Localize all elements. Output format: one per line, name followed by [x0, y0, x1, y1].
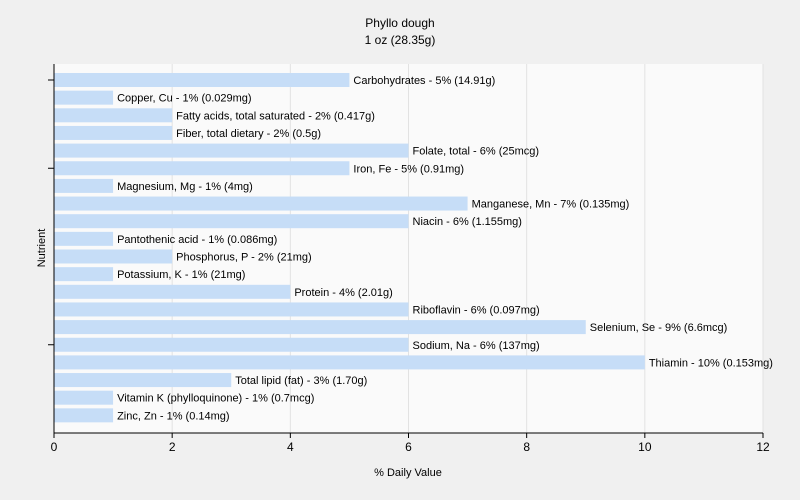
bar-label: Vitamin K (phylloquinone) - 1% (0.7mcg) [117, 393, 314, 405]
x-tick-label: 10 [638, 440, 652, 454]
bar-label: Folate, total - 6% (25mcg) [413, 146, 540, 158]
bar [54, 302, 409, 317]
x-tick-label: 0 [51, 440, 58, 454]
x-tick-labels: 0 2 4 6 8 10 12 [51, 440, 770, 454]
bar [54, 249, 173, 264]
bar-label: Phosphorus, P - 2% (21mg) [176, 252, 312, 264]
bar-label: Manganese, Mn - 7% (0.135mg) [472, 199, 630, 211]
bar-label: Fiber, total dietary - 2% (0.5g) [176, 128, 321, 140]
x-tick-label: 4 [287, 440, 294, 454]
bar-labels: Carbohydrates - 5% (14.91g) Copper, Cu - … [117, 75, 773, 422]
bar [54, 408, 114, 423]
bar-label: Iron, Fe - 5% (0.91mg) [353, 163, 464, 175]
bar [54, 231, 114, 246]
bar [54, 196, 468, 211]
bar-label: Fatty acids, total saturated - 2% (0.417… [176, 110, 375, 122]
x-tick-label: 2 [169, 440, 176, 454]
bar [54, 125, 173, 140]
bar [54, 337, 409, 352]
bar [54, 73, 350, 87]
bar-label: Magnesium, Mg - 1% (4mg) [117, 181, 253, 193]
bar [54, 390, 114, 405]
bar-label: Thiamin - 10% (0.153mg) [649, 357, 773, 369]
x-axis-label: % Daily Value [374, 467, 442, 479]
bar-label: Sodium, Na - 6% (137mg) [413, 340, 540, 352]
y-axis-label: Nutrient [36, 229, 48, 268]
bar [54, 108, 173, 123]
axes [48, 64, 764, 438]
bar-label: Total lipid (fat) - 3% (1.70g) [235, 375, 367, 387]
bar-label: Protein - 4% (2.01g) [294, 287, 392, 299]
bar [54, 178, 114, 193]
bar-label: Niacin - 6% (1.155mg) [413, 216, 522, 228]
bar [54, 267, 114, 282]
bars [54, 73, 645, 423]
chart-title: Phyllo dough [365, 16, 434, 30]
bar [54, 284, 291, 299]
bar-label: Carbohydrates - 5% (14.91g) [353, 75, 495, 87]
bar [54, 355, 645, 370]
chart-subtitle: 1 oz (28.35g) [365, 33, 436, 47]
bar [54, 214, 409, 229]
bar [54, 90, 114, 105]
x-tick-label: 8 [523, 440, 530, 454]
bar [54, 373, 232, 388]
bar-label: Potassium, K - 1% (21mg) [117, 269, 245, 281]
bar-label: Copper, Cu - 1% (0.029mg) [117, 93, 252, 105]
bar-label: Pantothenic acid - 1% (0.086mg) [117, 234, 277, 246]
bar-label: Riboflavin - 6% (0.097mg) [413, 304, 540, 316]
x-tick-label: 6 [405, 440, 412, 454]
bar [54, 143, 409, 158]
gridlines [171, 64, 764, 433]
bar-label: Selenium, Se - 9% (6.6mcg) [590, 322, 728, 334]
x-tick-label: 12 [756, 440, 770, 454]
bar [54, 320, 586, 335]
bar [54, 161, 350, 176]
bar-label: Zinc, Zn - 1% (0.14mg) [117, 410, 229, 422]
